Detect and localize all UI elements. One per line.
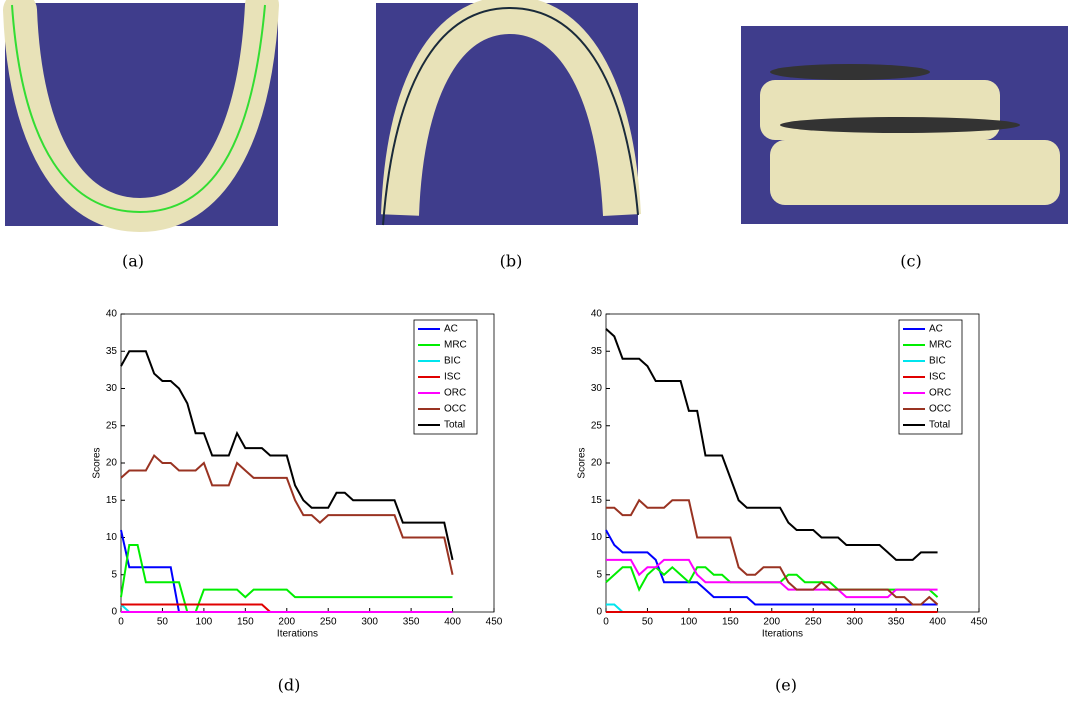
x-tick-label: 300 — [846, 617, 863, 628]
y-tick-label: 15 — [106, 495, 118, 506]
x-tick-label: 200 — [763, 617, 780, 628]
y-tick-label: 25 — [591, 420, 603, 431]
x-tick-label: 0 — [603, 617, 609, 628]
y-axis-label: Scores — [92, 447, 103, 478]
caption: (e) — [775, 676, 797, 695]
legend-label: BIC — [929, 356, 946, 367]
legend-label: AC — [444, 324, 458, 335]
x-tick-label: 250 — [320, 617, 337, 628]
y-tick-label: 20 — [106, 458, 118, 469]
legend-label: MRC — [444, 340, 467, 351]
x-tick-label: 150 — [237, 617, 254, 628]
y-tick-label: 20 — [591, 458, 603, 469]
y-tick-label: 15 — [591, 495, 603, 506]
x-tick-label: 50 — [642, 617, 654, 628]
y-tick-label: 5 — [596, 569, 602, 580]
x-tick-label: 350 — [403, 617, 420, 628]
y-tick-label: 25 — [106, 420, 118, 431]
x-tick-label: 300 — [361, 617, 378, 628]
y-tick-label: 10 — [106, 532, 118, 543]
photo-b — [376, 3, 638, 225]
figure: (a) (b) (c) (d) (e) 05010015020025030035… — [0, 0, 1083, 701]
legend-label: OCC — [929, 404, 951, 415]
y-tick-label: 35 — [591, 346, 603, 357]
y-axis-label: Scores — [577, 447, 588, 478]
legend-label: ORC — [444, 388, 466, 399]
x-tick-label: 50 — [157, 617, 169, 628]
y-tick-label: 40 — [106, 309, 118, 320]
x-tick-label: 400 — [929, 617, 946, 628]
photo-a — [5, 3, 278, 226]
caption: (c) — [900, 252, 921, 271]
y-tick-label: 30 — [106, 383, 118, 394]
x-tick-label: 400 — [444, 617, 461, 628]
x-tick-label: 100 — [196, 617, 213, 628]
legend-label: ISC — [929, 372, 946, 383]
x-tick-label: 450 — [971, 617, 988, 628]
caption: (d) — [278, 676, 301, 695]
x-tick-label: 0 — [118, 617, 124, 628]
x-tick-label: 250 — [805, 617, 822, 628]
x-tick-label: 350 — [888, 617, 905, 628]
photo-c — [741, 26, 1068, 224]
x-tick-label: 100 — [681, 617, 698, 628]
x-tick-label: 150 — [722, 617, 739, 628]
legend-label: ORC — [929, 388, 951, 399]
x-tick-label: 200 — [278, 617, 295, 628]
y-tick-label: 0 — [596, 607, 602, 618]
y-tick-label: 10 — [591, 532, 603, 543]
x-tick-label: 450 — [486, 617, 503, 628]
legend-label: OCC — [444, 404, 466, 415]
legend-label: MRC — [929, 340, 952, 351]
x-axis-label: Iterations — [277, 629, 318, 640]
y-tick-label: 5 — [111, 569, 117, 580]
legend-label: ISC — [444, 372, 461, 383]
y-tick-label: 40 — [591, 309, 603, 320]
y-tick-label: 30 — [591, 383, 603, 394]
y-tick-label: 0 — [111, 607, 117, 618]
legend-label: Total — [929, 420, 950, 431]
y-tick-label: 35 — [106, 346, 118, 357]
caption: (a) — [122, 252, 144, 271]
caption: (b) — [500, 252, 523, 271]
legend-label: Total — [444, 420, 465, 431]
legend-label: BIC — [444, 356, 461, 367]
legend-label: AC — [929, 324, 943, 335]
x-axis-label: Iterations — [762, 629, 803, 640]
